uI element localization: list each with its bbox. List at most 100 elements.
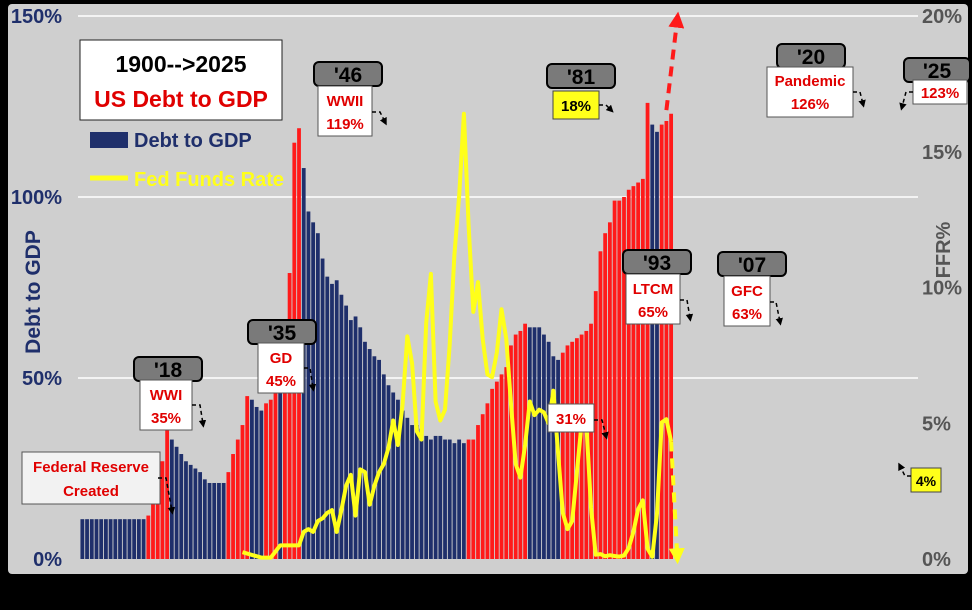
debt-bar: [414, 425, 419, 559]
debt-bar: [127, 519, 132, 559]
wwii-year-tag: '46: [334, 64, 362, 87]
y2-tick-label: 5%: [922, 413, 951, 435]
debt-bar: [334, 280, 339, 559]
annotation-peak-rate: '81 18%: [546, 63, 616, 120]
debt-bar: [273, 374, 278, 559]
gd-label: GD: [270, 350, 293, 367]
debt-bar: [287, 273, 292, 559]
debt-bar: [226, 472, 231, 559]
chart-subtitle: US Debt to GDP: [94, 86, 268, 112]
debt-bar: [122, 519, 127, 559]
debt-bar: [264, 403, 268, 559]
debt-bar: [363, 341, 367, 559]
debt-bar: [104, 519, 108, 559]
debt-bar: [174, 446, 179, 559]
debt-bar: [235, 439, 240, 559]
debt-bar: [80, 519, 85, 559]
debt-projection-arrow: [664, 11, 685, 111]
gd-value: 45%: [266, 373, 296, 390]
ltcm-value: 65%: [638, 304, 668, 321]
debt-bar: [466, 439, 471, 559]
debt-bar: [546, 341, 551, 559]
debt-bar: [320, 258, 325, 559]
fed-funds-projection-arrow: [668, 441, 685, 565]
federal-reserve-label-line1: Federal Reserve: [33, 459, 149, 476]
debt-bar: [198, 472, 203, 559]
legend-swatch-debt: [90, 132, 128, 148]
debt-bar: [245, 396, 250, 559]
debt-bars: [80, 102, 674, 560]
debt-bar: [640, 178, 645, 559]
debt-bar: [527, 327, 532, 559]
debt-bar: [579, 334, 584, 559]
debt-bar: [494, 381, 499, 559]
latest-rate-value: 4%: [916, 473, 937, 489]
debt-bar: [560, 352, 565, 559]
debt-bar: [598, 251, 603, 560]
wwi-year-tag: '18: [154, 359, 183, 382]
debt-bar: [499, 374, 504, 559]
debt-bar: [650, 124, 655, 559]
debt-bar: [664, 120, 669, 559]
y-tick-label: 150%: [11, 6, 62, 28]
latest-pointer: [899, 91, 913, 111]
gd-pointer: [304, 367, 317, 392]
right-axis-ticks: 0% 5% 10% 15% 20%: [922, 6, 962, 571]
gridlines: [78, 15, 918, 379]
debt-bar: [94, 519, 99, 559]
debt-bar: [136, 519, 141, 559]
latest-year-tag: '25: [923, 60, 952, 83]
debt-bar: [480, 414, 485, 559]
debt-bar: [118, 519, 122, 559]
gfc-value: 63%: [732, 306, 762, 323]
debt-bar: [617, 200, 622, 559]
debt-bar: [396, 399, 400, 559]
x-tick-label: 1980: [455, 580, 500, 602]
y2-tick-label: 15%: [922, 142, 962, 164]
debt-bar: [551, 356, 556, 559]
debt-bar: [146, 515, 151, 559]
pandemic-pointer: [853, 91, 866, 108]
debt-bar: [645, 102, 650, 559]
debt-bar: [631, 186, 636, 559]
debt-bar: [490, 388, 495, 559]
debt-bar: [509, 345, 513, 559]
ltcm-year-tag: '93: [643, 252, 671, 275]
debt-bar: [325, 276, 330, 559]
debt-bar: [461, 443, 466, 559]
debt-1981-pointer: [594, 419, 609, 440]
annotation-gd: '35 GD 45%: [247, 319, 317, 394]
federal-reserve-pointer: [158, 477, 176, 515]
debt-bar: [424, 435, 429, 559]
latest-value: 123%: [921, 85, 959, 102]
debt-bar: [311, 222, 316, 559]
annotation-gfc: '07 GFC 63%: [717, 251, 787, 327]
debt-bar: [207, 482, 212, 559]
legend: Debt to GDP Fed Funds Rate: [90, 130, 284, 191]
debt-bar: [452, 443, 457, 559]
annotation-latest-rate: 4%: [898, 462, 942, 493]
debt-bar: [282, 378, 287, 559]
debt-bar: [655, 131, 659, 559]
x-axis-ticks: 1900 1920 1940 1960 1980 2000 2020: [78, 580, 688, 602]
debt-bar: [250, 399, 254, 559]
debt-bar: [217, 482, 221, 559]
debt-bar: [570, 341, 575, 559]
debt-bar: [268, 399, 273, 559]
wwi-value: 35%: [151, 410, 181, 427]
debt-bar: [575, 338, 579, 559]
debt-bar: [622, 197, 626, 559]
peak-rate-pointer: [599, 104, 614, 113]
debt-bar: [504, 367, 509, 559]
debt-bar: [240, 425, 245, 559]
debt-bar: [165, 428, 170, 559]
y2-axis-label: FFR%: [933, 221, 955, 278]
peak-rate-year-tag: '81: [567, 66, 596, 89]
debt-bar: [179, 454, 184, 559]
debt-bar: [188, 464, 193, 559]
title-box: [79, 39, 283, 121]
annotation-wwii: '46 WWII 119%: [313, 61, 387, 137]
debt-bar: [330, 283, 334, 559]
peak-rate-value: 18%: [561, 98, 591, 115]
y2-tick-label: 20%: [922, 6, 962, 28]
